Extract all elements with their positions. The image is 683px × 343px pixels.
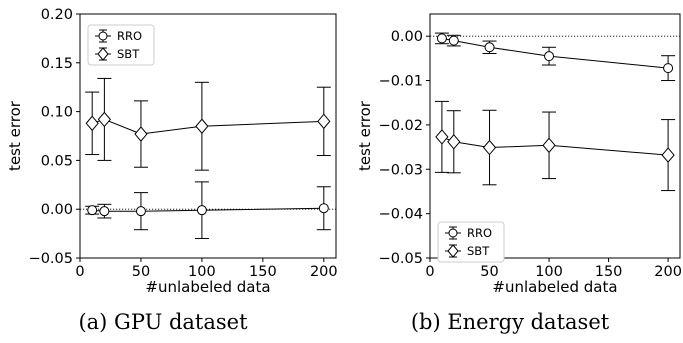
- y-axis-label: test error: [356, 100, 374, 171]
- series-sbt: [434, 100, 676, 192]
- data-point-circle: [436, 33, 447, 44]
- x-tick-label: 50: [132, 264, 150, 280]
- data-point-circle: [196, 205, 207, 216]
- y-tick-label: −0.04: [379, 207, 423, 223]
- legend-marker-diamond: [97, 47, 109, 61]
- data-point-diamond: [435, 129, 449, 145]
- data-point-circle: [484, 42, 495, 53]
- x-tick-label: 0: [425, 264, 434, 280]
- panel-caption: (a) GPU dataset: [78, 310, 248, 334]
- y-tick-label: −0.03: [379, 162, 423, 178]
- x-tick-label: 150: [249, 264, 277, 280]
- legend-label: SBT: [117, 47, 140, 61]
- legend-entry-sbt: SBT: [445, 244, 490, 258]
- series-rro: [434, 32, 676, 82]
- y-tick-label: 0.00: [391, 29, 423, 45]
- legend-entry-sbt: SBT: [95, 47, 140, 61]
- y-tick-label: −0.05: [379, 251, 423, 267]
- panel-caption: (b) Energy dataset: [411, 310, 610, 334]
- data-point-circle: [99, 206, 110, 217]
- legend-label: RRO: [117, 29, 142, 43]
- data-point-diamond: [317, 113, 331, 130]
- legend-label: RRO: [467, 226, 492, 240]
- data-point-diamond: [85, 115, 99, 132]
- data-point-circle: [663, 63, 674, 74]
- data-point-diamond: [661, 147, 675, 163]
- y-axis-label: test error: [6, 100, 24, 171]
- panel-gpu: 0 50 100 150 200 −0.05 0.00 0.05 0.10 0.15 0.20 #un…: [6, 7, 338, 334]
- panel-energy: 0 50 100 150 200 −0.05 −0.04 −0.03 −0.02 −0.01 0.0…: [356, 13, 682, 334]
- data-point-diamond: [447, 133, 461, 150]
- y-tick-label: −0.05: [29, 251, 73, 267]
- data-point-diamond: [195, 118, 209, 135]
- y-tick-label: 0.20: [41, 7, 73, 23]
- x-tick-label: 0: [75, 264, 84, 280]
- axes-frame: [79, 13, 337, 259]
- series-line: [92, 207, 324, 212]
- legend-marker-circle: [98, 31, 108, 41]
- data-point-circle: [87, 205, 98, 216]
- x-tick-label: 100: [188, 264, 216, 280]
- legend-marker-diamond: [447, 244, 459, 258]
- axes-frame: [429, 13, 681, 259]
- y-tick-label: −0.02: [379, 118, 423, 134]
- y-tick-label: 0.00: [41, 202, 73, 218]
- data-point-diamond: [97, 111, 111, 128]
- y-tick-label: 0.15: [41, 56, 73, 72]
- data-point-circle: [448, 35, 459, 46]
- y-tick-label: 0.05: [41, 153, 73, 169]
- series-sbt: [85, 77, 331, 171]
- series-line: [441, 37, 669, 69]
- y-tick-label: −0.01: [379, 74, 423, 90]
- x-tick-label: 50: [480, 264, 498, 280]
- data-point-circle: [318, 203, 329, 214]
- legend: RRO SBT: [87, 24, 155, 66]
- data-point-diamond: [542, 137, 556, 154]
- legend-marker-circle: [448, 228, 458, 238]
- data-point-circle: [544, 51, 555, 62]
- data-point-diamond: [134, 126, 148, 142]
- legend-entry-rro: RRO: [445, 226, 492, 240]
- y-tick-label: 0.10: [41, 105, 73, 121]
- x-tick-label: 100: [535, 264, 563, 280]
- legend-label: SBT: [467, 244, 490, 258]
- legend-entry-rro: RRO: [95, 29, 142, 43]
- x-tick-label: 200: [654, 264, 682, 280]
- x-axis-label: #unlabeled data: [492, 278, 617, 296]
- legend: RRO SBT: [437, 221, 505, 263]
- series-rro: [85, 181, 331, 239]
- x-axis-label: #unlabeled data: [145, 278, 270, 296]
- data-point-diamond: [482, 139, 497, 156]
- x-tick-label: 150: [595, 264, 623, 280]
- x-tick-label: 200: [310, 264, 338, 280]
- data-point-circle: [135, 206, 146, 217]
